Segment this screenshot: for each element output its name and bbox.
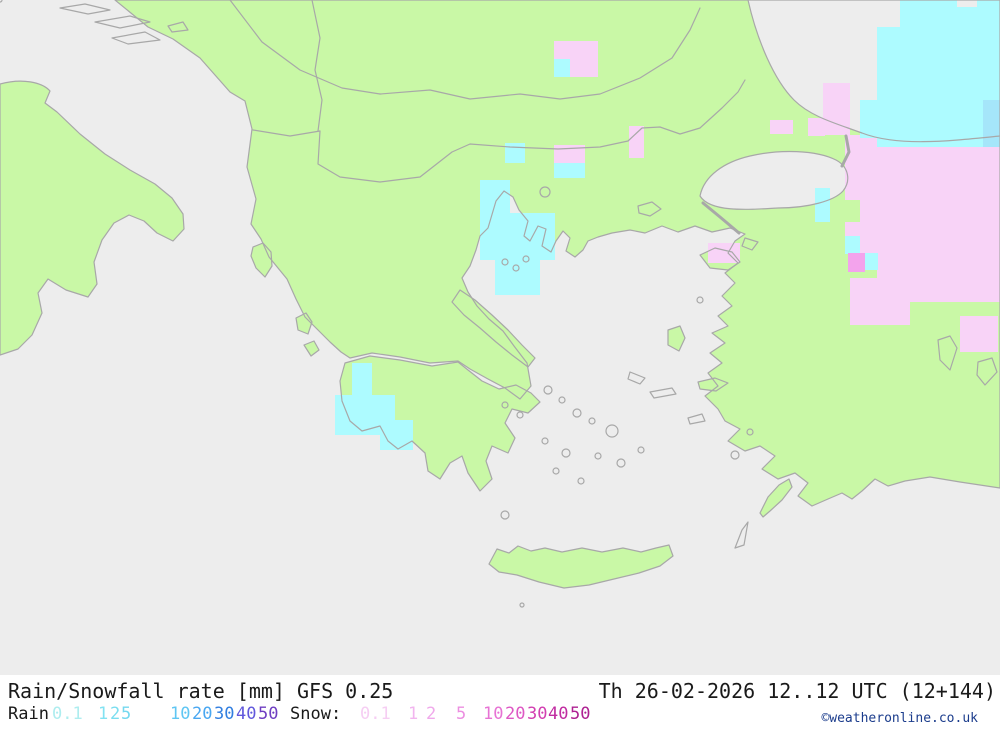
rain-scale-value: 30	[214, 704, 235, 724]
snow-precip-layer	[554, 41, 1000, 352]
snow-scale-value: 30	[527, 704, 548, 724]
rain-scale-label: Rain	[8, 704, 49, 724]
snow-scale-value: 20	[505, 704, 526, 724]
rain-scale-value: 10	[170, 704, 191, 724]
copyright-link[interactable]: ©weatheronline.co.uk	[821, 711, 978, 726]
snow-patch-bright	[848, 253, 865, 272]
rain-patch-medium	[983, 100, 1000, 147]
snow-scale-value: 10	[483, 704, 504, 724]
rain-scale-value: 5	[121, 704, 132, 724]
precipitation-map	[0, 0, 1000, 675]
snow-scale-value: 2	[426, 704, 437, 724]
rain-scale-value: 50	[258, 704, 279, 724]
rain-scale-value: 2	[110, 704, 121, 724]
rain-scale-value: 20	[192, 704, 213, 724]
map-canvas	[0, 0, 1000, 608]
precip-scale-row: Rain 0.1 1 2 5 10 20 30 40 50 Snow: 0.1 1 2 5 10 20 30…	[0, 704, 1000, 728]
rain-scale-value: 1	[98, 704, 109, 724]
snow-scale-label: Snow:	[290, 704, 342, 724]
rain-scale-value: 0.1	[52, 704, 83, 724]
map-title: Rain/Snowfall rate [mm] GFS 0.25	[8, 679, 394, 703]
forecast-datetime: Th 26-02-2026 12..12 UTC (12+144)	[598, 679, 996, 703]
snow-scale-value: 40	[548, 704, 569, 724]
sea-notch	[957, 0, 977, 7]
snow-scale-value: 1	[408, 704, 419, 724]
snow-scale-value: 0.1	[360, 704, 391, 724]
map-legend: Rain/Snowfall rate [mm] GFS 0.25 Th 26-0…	[0, 675, 1000, 733]
rain-precip-layer	[335, 0, 1000, 450]
snow-scale-value: 5	[456, 704, 467, 724]
rain-scale-value: 40	[236, 704, 257, 724]
snow-scale-value: 50	[570, 704, 591, 724]
